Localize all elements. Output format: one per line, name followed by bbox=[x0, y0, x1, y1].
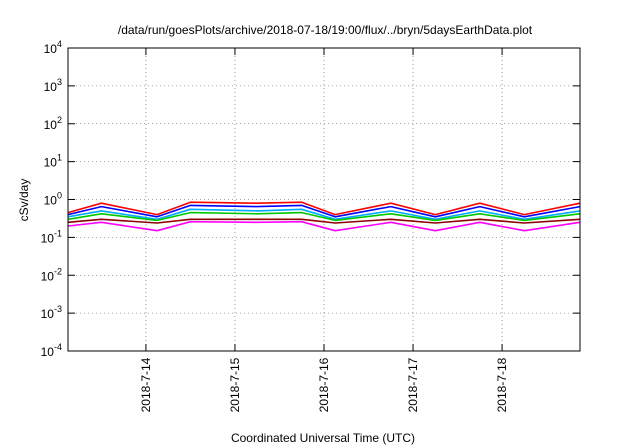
series-layer bbox=[67, 201, 581, 232]
y-tick-label: 100 bbox=[44, 191, 62, 208]
y-tick-label: 101 bbox=[44, 153, 62, 170]
series-line bbox=[67, 208, 581, 221]
series-line bbox=[67, 211, 581, 222]
grid bbox=[68, 48, 580, 351]
y-tick-label: 103 bbox=[44, 77, 62, 94]
y-axis-label: cSv/day bbox=[17, 179, 31, 222]
x-axis-label: Coordinated Universal Time (UTC) bbox=[231, 431, 415, 445]
series-line bbox=[67, 220, 581, 232]
chart-title: /data/run/goesPlots/archive/2018-07-18/1… bbox=[118, 23, 533, 37]
y-tick-label: 10-3 bbox=[41, 304, 62, 321]
y-tick-label: 10-1 bbox=[41, 228, 62, 245]
y-tick-label: 102 bbox=[44, 115, 62, 132]
series-line bbox=[67, 201, 581, 216]
x-axis: 2018-7-14 2018-7-15 2018-7-16 2018-7-17 2018… bbox=[139, 48, 509, 412]
x-tick-label: 2018-7-15 bbox=[228, 357, 242, 412]
y-tick-label: 10-2 bbox=[41, 266, 62, 283]
x-tick-label: 2018-7-17 bbox=[406, 357, 420, 412]
series-line bbox=[67, 218, 581, 224]
y-tick-label: 10-4 bbox=[41, 342, 62, 359]
y-tick-label: 104 bbox=[44, 39, 62, 56]
y-axis: 10-4 10-3 10-2 10-1 100 101 102 103 104 bbox=[41, 39, 580, 359]
x-tick-label: 2018-7-14 bbox=[139, 357, 153, 412]
series-line bbox=[67, 204, 581, 218]
x-tick-label: 2018-7-18 bbox=[495, 357, 509, 412]
x-tick-label: 2018-7-16 bbox=[317, 357, 331, 412]
